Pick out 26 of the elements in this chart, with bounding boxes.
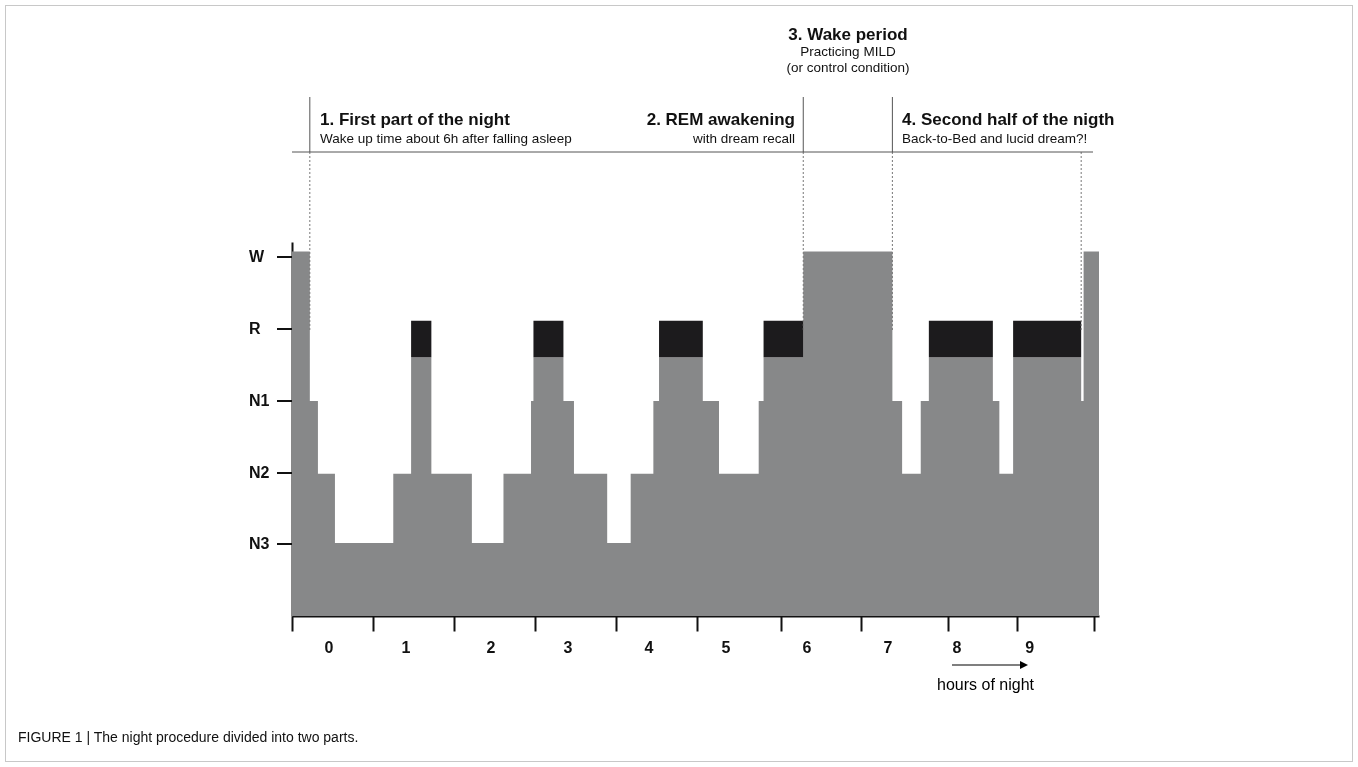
x-tick-label: 7 <box>883 638 893 656</box>
text: 3. Wake period <box>788 25 908 44</box>
text: with dream recall <box>691 131 795 146</box>
text: W <box>249 248 265 265</box>
text: R <box>249 320 261 337</box>
text: 1. First part of the night <box>320 110 511 129</box>
x-tick-label: 0 <box>324 638 334 656</box>
x-axis-title: hours of night <box>937 675 1035 693</box>
text: 2. REM awakening <box>646 110 795 129</box>
text: Back-to-Bed and lucid dream?! <box>902 131 1088 146</box>
x-tick-label: 8 <box>952 638 962 656</box>
text: 4. Second half of the nigth <box>902 110 1115 129</box>
x-tick-label: 4 <box>644 638 654 656</box>
x-tick-label: 9 <box>1025 638 1035 656</box>
x-tick-label: 6 <box>802 638 812 656</box>
x-tick-label: 2 <box>486 638 496 656</box>
text: N1 <box>249 392 270 409</box>
x-tick-label: 3 <box>563 638 573 656</box>
text: (or control condition) <box>786 60 910 75</box>
text: Wake up time about 6h after falling asleep <box>320 131 572 146</box>
text: N3 <box>249 535 270 552</box>
text: Practicing MILD <box>800 44 896 59</box>
x-tick-label: 5 <box>721 638 731 656</box>
text: N2 <box>249 464 270 481</box>
x-tick-label: 1 <box>401 638 411 656</box>
caption: FIGURE 1 | The night procedure divided into two parts. <box>18 729 359 745</box>
